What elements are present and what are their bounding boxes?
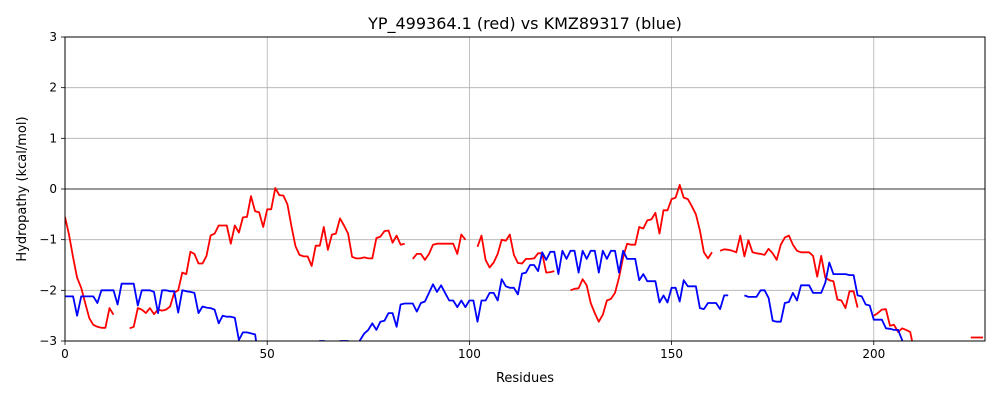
y-tick-label: 0 [49, 182, 57, 196]
x-tick-label: 200 [862, 347, 885, 361]
red-series-line [412, 233, 467, 261]
y-tick-label: 1 [49, 131, 57, 145]
y-tick-label: 3 [49, 30, 57, 44]
red-series-line [719, 234, 859, 310]
red-series-line [65, 216, 115, 329]
x-tick-label: 150 [660, 347, 683, 361]
x-tick-label: 0 [61, 347, 69, 361]
blue-series-line [318, 249, 729, 341]
y-tick-label: −3 [39, 334, 57, 348]
blue-series-line [65, 282, 257, 341]
x-tick-label: 100 [458, 347, 481, 361]
x-tick-label: 50 [260, 347, 275, 361]
x-axis-label: Residues [496, 371, 554, 386]
y-tick-label: 2 [49, 81, 57, 95]
blue-series-line [744, 261, 904, 341]
red-series-line [129, 187, 405, 330]
tick-group: 0 50 100 150 200 −3 −2 −1 0 1 2 3 [39, 30, 885, 361]
y-axis-label: Hydropathy (kcal/mol) [15, 116, 30, 261]
series-group [65, 183, 983, 341]
red-series-line [873, 308, 914, 341]
y-tick-label: −2 [39, 283, 57, 297]
chart-title: YP_499364.1 (red) vs KMZ89317 (blue) [367, 14, 682, 34]
red-series-line [570, 183, 713, 323]
y-tick-label: −1 [39, 233, 57, 247]
